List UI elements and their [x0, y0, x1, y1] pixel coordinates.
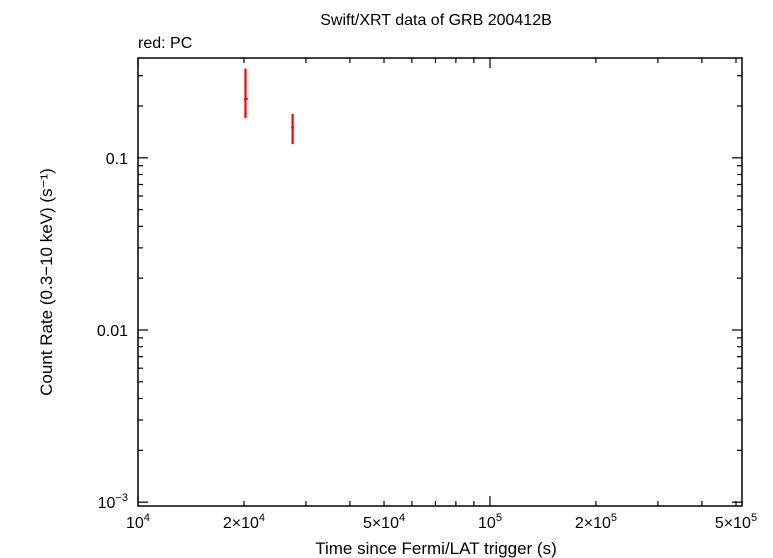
data-point: [243, 68, 248, 119]
x-tick-labels: 104 2×104 5×104 105 2×105 5×105: [126, 512, 757, 532]
x-tick-label: 104: [126, 512, 150, 532]
axis-ticks: [137, 58, 742, 506]
plot-frame: [137, 57, 743, 507]
y-tick-label: 0.1: [106, 151, 128, 168]
y-tick-label: 10−3: [98, 492, 128, 512]
chart-title: Swift/XRT data of GRB 200412B: [320, 12, 552, 29]
y-axis-label: Count Rate (0.3−10 keV) (s⁻¹): [37, 168, 56, 396]
x-tick-label: 2×104: [223, 512, 265, 532]
chart-subtitle: red: PC: [138, 35, 192, 52]
data-points: [243, 68, 295, 145]
point-marker: [243, 97, 247, 101]
x-axis-label: Time since Fermi/LAT trigger (s): [315, 539, 557, 558]
point-marker: [291, 126, 295, 130]
x-tick-label: 105: [478, 512, 502, 532]
x-tick-label: 2×105: [575, 512, 617, 532]
y-tick-label: 0.01: [97, 323, 128, 340]
x-tick-label: 5×104: [363, 512, 405, 532]
x-tick-label: 5×105: [715, 512, 757, 532]
y-tick-labels: 10−3 0.01 0.1: [97, 151, 128, 512]
data-point: [291, 113, 295, 145]
